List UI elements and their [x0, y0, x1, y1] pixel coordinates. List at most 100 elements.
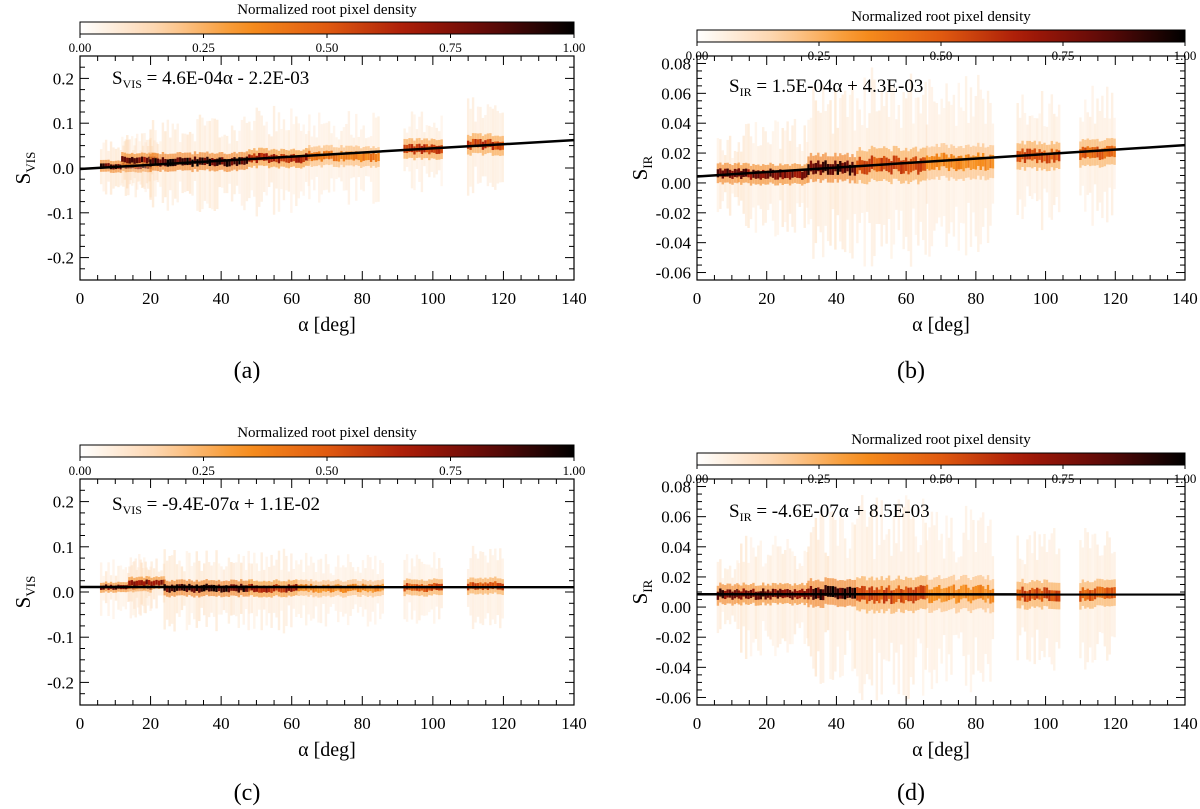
density-core [295, 155, 298, 163]
density-core [154, 158, 157, 166]
density-core [143, 156, 146, 163]
density-map [80, 545, 574, 634]
density-core [140, 580, 143, 586]
density-core [774, 171, 777, 180]
x-tick-label: 120 [1103, 714, 1129, 733]
density-core [1113, 146, 1116, 158]
density-core [909, 158, 913, 173]
density-core [757, 591, 760, 600]
density-core [486, 139, 490, 148]
density-core [168, 586, 171, 593]
density-core [1106, 587, 1109, 599]
density-core [1088, 147, 1092, 159]
density-core [791, 591, 794, 600]
density-core [253, 585, 256, 593]
density-core [863, 586, 866, 600]
density-core [374, 153, 378, 162]
density-core [933, 156, 936, 170]
density-core [824, 160, 827, 172]
density-core [374, 585, 377, 592]
density-core [861, 585, 864, 600]
colorbar-gradient [696, 29, 1186, 43]
density-core [938, 156, 941, 171]
colorbar-tick-label: 0.25 [192, 40, 215, 55]
x-tick-label: 0 [693, 289, 702, 308]
density-core [99, 163, 103, 169]
colorbar-title: Normalized root pixel density [237, 425, 417, 441]
x-tick-label: 60 [283, 714, 300, 733]
density-core [357, 152, 360, 161]
density-core [474, 139, 477, 148]
density-core [1023, 590, 1027, 602]
density-core [186, 157, 189, 166]
density-core [418, 143, 421, 152]
density-core [479, 582, 482, 589]
density-core [253, 153, 256, 161]
density-core [265, 586, 268, 593]
density-core [350, 151, 353, 160]
density-core [128, 580, 131, 586]
density-core [809, 160, 813, 172]
density-core [342, 586, 345, 593]
density-core [244, 585, 248, 592]
density-core [225, 585, 228, 592]
x-axis-label: α [deg] [912, 739, 970, 761]
density-core [962, 584, 965, 599]
x-tick-label: 60 [283, 289, 300, 308]
density-core [766, 170, 770, 179]
density-core [143, 581, 146, 587]
density-core [1040, 151, 1044, 163]
x-axis-label: α [deg] [298, 739, 356, 761]
density-core [140, 156, 144, 163]
density-core [788, 171, 792, 180]
density-core [969, 156, 973, 171]
y-tick-label: 0.2 [53, 69, 74, 88]
x-tick-label: 20 [142, 289, 159, 308]
density-core [130, 580, 134, 585]
y-tick-label: -0.2 [47, 249, 74, 268]
density-core [902, 589, 905, 604]
density-core [356, 585, 360, 592]
density-core [724, 168, 727, 177]
density-core [307, 585, 310, 593]
colorbar-tick-label: 0.75 [439, 40, 462, 55]
density-core [371, 586, 375, 593]
x-tick-label: 100 [1033, 289, 1059, 308]
density-core [829, 586, 832, 597]
density-core [183, 157, 187, 166]
density-core [1026, 591, 1029, 603]
density-core [339, 585, 342, 592]
density-core [779, 169, 782, 178]
density-core [1040, 590, 1044, 602]
density-core [928, 157, 931, 171]
density-core [1108, 146, 1111, 157]
density-core [173, 585, 176, 593]
density-core [716, 591, 720, 600]
density-core [123, 156, 127, 163]
x-tick-label: 120 [1103, 289, 1129, 308]
density-core [335, 153, 338, 162]
density-core [285, 586, 288, 593]
density-core [1045, 152, 1049, 164]
density-core [737, 168, 741, 177]
density-core [222, 585, 226, 593]
colorbar-tick-label: 0.50 [316, 463, 339, 478]
density-core [960, 585, 963, 600]
density-core [438, 145, 441, 154]
density-core [848, 164, 852, 176]
density-core [147, 580, 151, 585]
density-core [235, 158, 239, 166]
density-core [967, 154, 970, 168]
y-tick-label: 0.02 [661, 568, 691, 587]
density-core [890, 590, 893, 605]
density-core [230, 158, 234, 166]
density-core [302, 154, 305, 163]
density-core [771, 169, 775, 178]
x-tick-label: 20 [142, 714, 159, 733]
density-core [369, 153, 373, 162]
density-core [435, 145, 438, 155]
density-core [216, 158, 219, 166]
density-core [752, 588, 755, 597]
density-core [489, 582, 492, 589]
density-core [890, 161, 893, 175]
